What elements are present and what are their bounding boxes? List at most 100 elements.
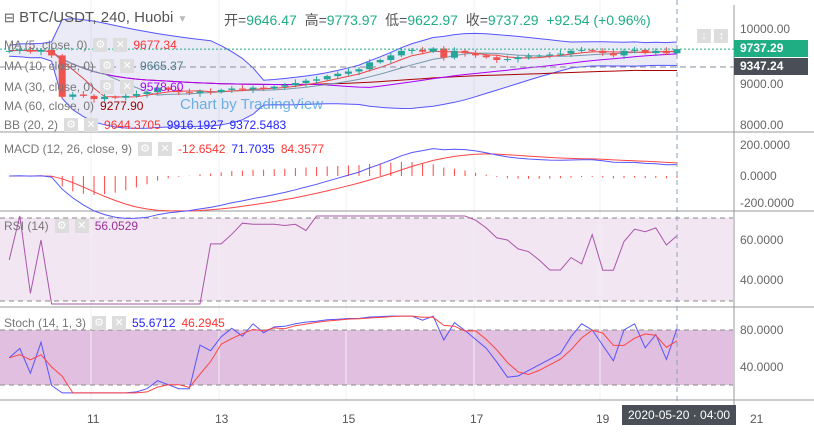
candle [196, 91, 204, 94]
candle [69, 94, 77, 97]
candle [334, 73, 342, 77]
candle [101, 96, 109, 100]
stoch-tick: 80.0000 [740, 323, 784, 337]
macd-line [9, 148, 678, 219]
candle [132, 94, 140, 96]
legend-rsi[interactable]: RSI (14) ⚙ ✕ 56.0529 [4, 219, 139, 233]
price-tick: 10000.00 [740, 22, 791, 36]
candle [599, 50, 607, 54]
candle [154, 87, 162, 93]
bollinger-fill [9, 18, 677, 129]
candle [143, 92, 151, 95]
candle [387, 55, 395, 60]
ohlc-readout: 开=9646.47 高=9773.97 低=9622.97 收=9737.29 … [224, 12, 651, 28]
candle [493, 57, 501, 60]
legend-macd[interactable]: MACD (12, 26, close, 9) ⚙ ✕ -12.6542 71.7035… [4, 142, 325, 156]
candle [228, 88, 236, 90]
candle [185, 92, 193, 94]
rsi-band [0, 218, 733, 301]
close-icon[interactable]: ✕ [84, 118, 99, 132]
candle [270, 86, 278, 89]
gear-icon[interactable]: ⚙ [138, 142, 153, 156]
close-icon[interactable]: ✕ [112, 316, 127, 330]
bollinger-lower [9, 55, 678, 129]
rsi-tick: 60.0000 [740, 233, 784, 247]
candle [419, 49, 427, 52]
close-icon[interactable]: ✕ [74, 219, 89, 233]
time-tick: 19 [596, 412, 610, 426]
scale-buttons[interactable]: ↓ ↕ [697, 28, 729, 43]
candle [260, 87, 268, 89]
candle [652, 50, 660, 54]
candle [58, 55, 66, 97]
candle [79, 94, 87, 96]
legend-ma5[interactable]: MA (5, close, 0) ⚙ ✕ 9677.34 [4, 38, 177, 52]
gear-icon[interactable]: ⚙ [92, 316, 107, 330]
candle [673, 49, 681, 54]
candle [313, 79, 321, 81]
watermark: Chart by TradingView [180, 96, 324, 113]
candle [302, 80, 310, 83]
gear-icon[interactable]: ⚙ [54, 219, 69, 233]
gear-icon[interactable]: ⚙ [64, 118, 79, 132]
candle [366, 62, 374, 70]
legend-ma60[interactable]: MA (60, close, 0) 9277.90 [4, 99, 144, 113]
arrows-vertical-icon[interactable]: ↕ [714, 29, 729, 43]
macd-signal-line [9, 153, 678, 212]
stoch-d-line [9, 315, 678, 394]
symbol-title[interactable]: ⊟ BTC/USDT, 240, Huobi ▼ [4, 9, 188, 26]
candle [450, 50, 458, 58]
candle [556, 53, 564, 55]
candle [609, 53, 617, 56]
close-icon[interactable]: ✕ [120, 59, 135, 73]
close-icon[interactable]: ✕ [120, 80, 135, 94]
macd-tick: -200.0000 [740, 196, 795, 210]
legend-ma30[interactable]: MA (30, close, 0) ⚙ ✕ 9578.60 [4, 80, 184, 94]
candle [641, 49, 649, 54]
rsi-tick: 40.0000 [740, 273, 784, 287]
candle [48, 49, 56, 56]
rsi-line [8, 215, 678, 305]
candle [122, 95, 130, 98]
candle [26, 49, 34, 52]
candle [344, 71, 352, 74]
gear-icon[interactable]: ⚙ [100, 59, 115, 73]
candle [90, 95, 98, 100]
candle [376, 60, 384, 63]
close-icon[interactable]: ✕ [113, 38, 128, 52]
legend-bb[interactable]: BB (20, 2) ⚙ ✕ 9644.3705 9916.1927 9372.5483 [4, 118, 287, 132]
candle [535, 55, 543, 57]
arrow-down-icon[interactable]: ↓ [697, 29, 711, 43]
candle [37, 49, 45, 52]
line-price-tag: 9347.24 [734, 58, 808, 75]
close-icon[interactable]: ✕ [158, 142, 173, 156]
candle [631, 49, 639, 51]
gear-icon[interactable]: ⚙ [100, 80, 115, 94]
gear-icon[interactable]: ⚙ [93, 38, 108, 52]
candle [5, 50, 13, 52]
ma30-line [9, 49, 678, 88]
candle [546, 54, 554, 56]
candle [525, 56, 533, 58]
candle [620, 50, 628, 56]
time-tick: 11 [87, 412, 100, 426]
legend-stoch[interactable]: Stoch (14, 1, 3) ⚙ ✕ 55.6712 46.2945 [4, 316, 225, 330]
candle [429, 48, 437, 52]
legend-ma10[interactable]: MA (10, close, 0) ⚙ ✕ 9665.37 [4, 59, 184, 73]
chevron-down-icon: ▼ [177, 14, 188, 25]
ma5-line [9, 49, 678, 98]
candle [217, 89, 225, 93]
candle [207, 91, 215, 93]
candle [662, 50, 670, 54]
candle [397, 50, 405, 56]
candle [440, 48, 448, 58]
time-tick: 17 [470, 412, 484, 426]
candle [291, 83, 299, 86]
candle [16, 49, 24, 51]
crosshair-time-label: 2020-05-20 · 04:00 [622, 405, 737, 425]
candle [482, 55, 490, 58]
price-tick: 9000.00 [740, 77, 784, 91]
bollinger-upper [9, 18, 678, 81]
stoch-band [0, 330, 733, 385]
